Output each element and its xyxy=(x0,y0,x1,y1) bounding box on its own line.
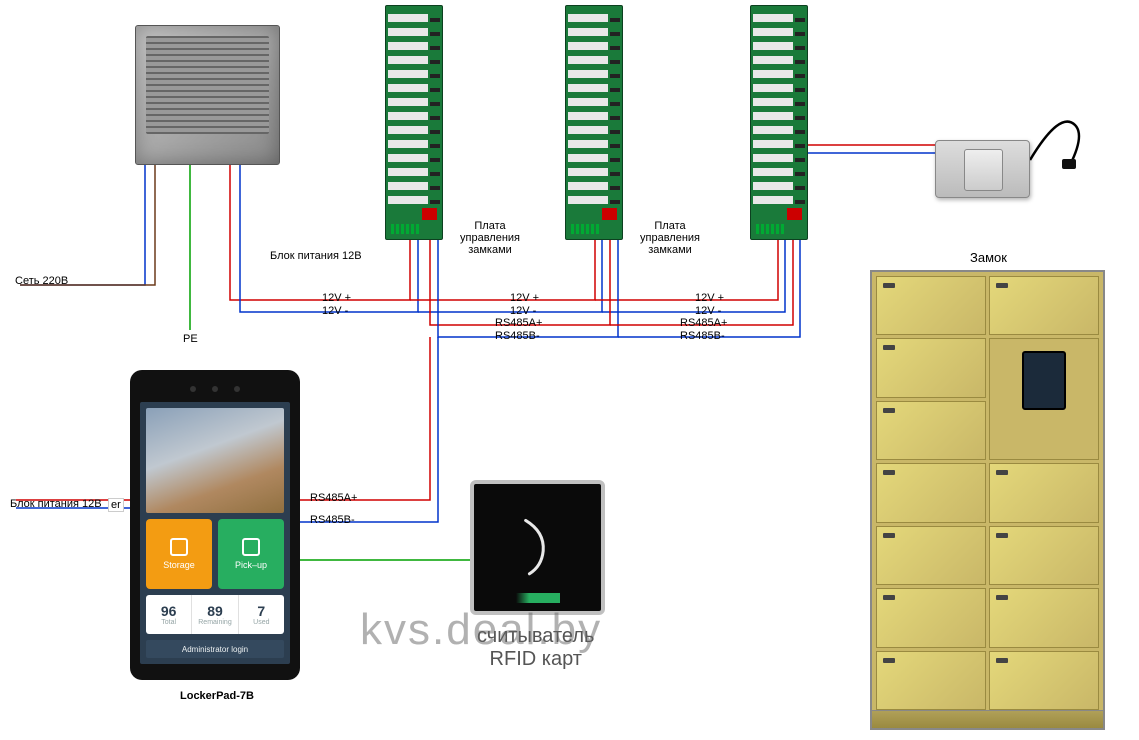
rfid-reader xyxy=(470,480,605,615)
label-rfid: считыватель RFID карт xyxy=(477,625,594,671)
locker-door xyxy=(876,588,986,647)
locker-base xyxy=(872,710,1103,728)
pad-screen: Storage Pick–up 96 Total 89 Remaining 7 … xyxy=(140,402,290,664)
rfid-card-icon xyxy=(499,509,575,585)
label-12vm-1: 12V - xyxy=(322,305,348,317)
power-supply-unit xyxy=(135,25,280,165)
locker-control-panel xyxy=(989,338,1099,460)
locker-door xyxy=(876,276,986,335)
locker-door xyxy=(989,651,1099,710)
pad-camera-view xyxy=(146,408,284,513)
pad-sensor-bar xyxy=(140,380,290,398)
locker-door xyxy=(989,463,1099,522)
control-board-2 xyxy=(565,5,623,240)
label-12vm-2: 12V - xyxy=(510,305,536,317)
label-er: er xyxy=(108,498,124,512)
locker-door xyxy=(876,338,986,397)
label-12vp-1: 12V + xyxy=(322,292,351,304)
locker-door xyxy=(989,588,1099,647)
wire xyxy=(20,165,155,285)
pickup-icon xyxy=(242,538,260,556)
storage-icon xyxy=(170,538,188,556)
locker-door xyxy=(989,276,1099,335)
locker-door xyxy=(876,401,986,460)
label-12vp-3: 12V + xyxy=(695,292,724,304)
label-rs485a-3: RS485A+ xyxy=(680,317,727,329)
storage-label: Storage xyxy=(163,560,195,570)
control-board-3 xyxy=(750,5,808,240)
locker-door xyxy=(989,526,1099,585)
pickup-label: Pick–up xyxy=(235,560,267,570)
label-psu: Блок питания 12В xyxy=(270,250,362,262)
pickup-button[interactable]: Pick–up xyxy=(218,519,284,589)
label-pad-rs485a: RS485A+ xyxy=(310,492,357,504)
wire xyxy=(20,165,145,285)
label-board2-plate: Плата управления замками xyxy=(640,220,700,256)
electronic-lock xyxy=(935,140,1030,198)
pad-button-row: Storage Pick–up xyxy=(146,519,284,589)
locker-cabinet xyxy=(870,270,1105,730)
lockerpad-device: Storage Pick–up 96 Total 89 Remaining 7 … xyxy=(130,370,300,680)
label-lock: Замок xyxy=(970,250,1007,265)
label-rs485a-2: RS485A+ xyxy=(495,317,542,329)
stat-total: 96 Total xyxy=(146,595,192,634)
locker-door xyxy=(876,463,986,522)
label-pe: PE xyxy=(183,333,198,345)
label-12vm-3: 12V - xyxy=(695,305,721,317)
stat-remaining: 89 Remaining xyxy=(192,595,238,634)
control-board-1 xyxy=(385,5,443,240)
locker-grid xyxy=(876,276,1099,710)
label-rs485b-3: RS485B- xyxy=(680,330,725,342)
label-mains: Сеть 220В xyxy=(15,275,68,287)
label-lockerpad: LockerPad-7B xyxy=(180,690,254,702)
storage-button[interactable]: Storage xyxy=(146,519,212,589)
label-rs485b-2: RS485B- xyxy=(495,330,540,342)
locker-door xyxy=(876,651,986,710)
stat-used: 7 Used xyxy=(239,595,284,634)
label-pad-rs485b: RS485B- xyxy=(310,514,355,526)
label-12vp-2: 12V + xyxy=(510,292,539,304)
wire xyxy=(230,165,410,300)
pad-stats-row: 96 Total 89 Remaining 7 Used xyxy=(146,595,284,634)
locker-door xyxy=(876,526,986,585)
label-psu12v-pad: Блок питания 12В xyxy=(10,498,102,510)
admin-login-button[interactable]: Administrator login xyxy=(146,640,284,658)
lock-connector xyxy=(1062,159,1076,169)
label-board1-plate: Плата управления замками xyxy=(460,220,520,256)
wire xyxy=(300,337,430,500)
